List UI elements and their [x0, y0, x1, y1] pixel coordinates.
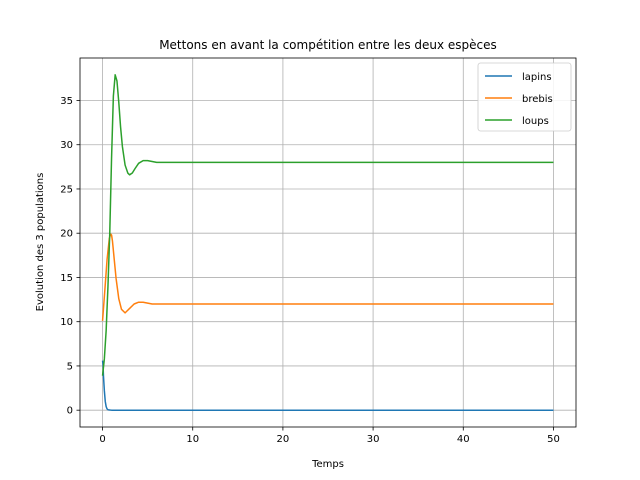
y-tick-label-0: 0 [67, 406, 73, 417]
y-tick-label-3: 15 [60, 273, 73, 284]
series-line-loups [101, 74, 554, 376]
x-tick-label-4: 40 [457, 434, 470, 445]
y-axis-label: Evolution des 3 populations [35, 173, 46, 312]
y-tick-label-2: 10 [60, 317, 73, 328]
x-tick-label-1: 10 [186, 434, 199, 445]
legend-label-brebis: brebis [522, 94, 553, 105]
x-tick-label-5: 50 [547, 434, 560, 445]
y-tick-label-5: 25 [60, 184, 73, 195]
series-layer [101, 74, 554, 411]
y-tick-label-6: 30 [60, 140, 73, 151]
plot-frame [79, 57, 577, 428]
series-line-lapins [101, 360, 554, 411]
x-axis-label: Temps [311, 459, 344, 470]
legend-box [477, 62, 572, 132]
ticks: 0 10 20 30 40 50 0 5 10 15 20 25 30 35 [60, 96, 560, 445]
x-tick-label-3: 30 [367, 434, 380, 445]
legend: lapins brebis loups [477, 62, 572, 132]
series-line-brebis [101, 233, 554, 321]
legend-label-loups: loups [522, 116, 549, 127]
x-tick-label-0: 0 [99, 434, 105, 445]
y-tick-label-4: 20 [60, 229, 73, 240]
y-tick-label-1: 5 [67, 361, 73, 372]
legend-label-lapins: lapins [522, 72, 552, 83]
chart-title: Mettons en avant la compétition entre le… [159, 38, 497, 52]
x-tick-label-2: 20 [277, 434, 290, 445]
y-tick-label-7: 35 [60, 96, 73, 107]
grid [80, 58, 576, 427]
